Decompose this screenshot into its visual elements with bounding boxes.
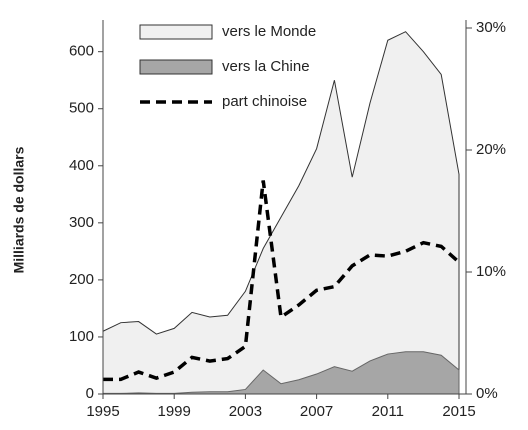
x-tick-label: 2011 (372, 403, 404, 420)
legend-label: part chinoise (222, 93, 307, 110)
y-tick-label: 400 (69, 157, 94, 174)
x-tick-label: 1995 (86, 403, 119, 420)
x-tick-label: 2003 (229, 403, 262, 420)
y-tick-label: 300 (69, 214, 94, 231)
legend-swatch (139, 24, 213, 40)
y2-tick-label: 20% (476, 141, 506, 158)
line (103, 180, 461, 382)
y-tick-label: 0 (86, 385, 94, 402)
y2-tick-label: 0% (476, 385, 498, 402)
y-tick-label: 100 (69, 328, 94, 345)
legend-label: vers le Monde (222, 23, 316, 40)
x-tick-label: 2015 (442, 403, 475, 420)
y-tick-label: 500 (69, 100, 94, 117)
legend-swatch (139, 59, 213, 75)
area (102, 31, 460, 395)
area (102, 351, 460, 395)
legend-label: vers la Chine (222, 58, 310, 75)
y2-tick-label: 30% (476, 19, 506, 36)
y-tick-label: 200 (69, 271, 94, 288)
y-tick-label: 600 (69, 43, 94, 60)
x-tick-label: 2007 (300, 403, 333, 420)
y-axis-label: Milliards de dollars (11, 146, 27, 273)
x-tick-label: 1999 (158, 403, 191, 420)
y2-tick-label: 10% (476, 263, 506, 280)
